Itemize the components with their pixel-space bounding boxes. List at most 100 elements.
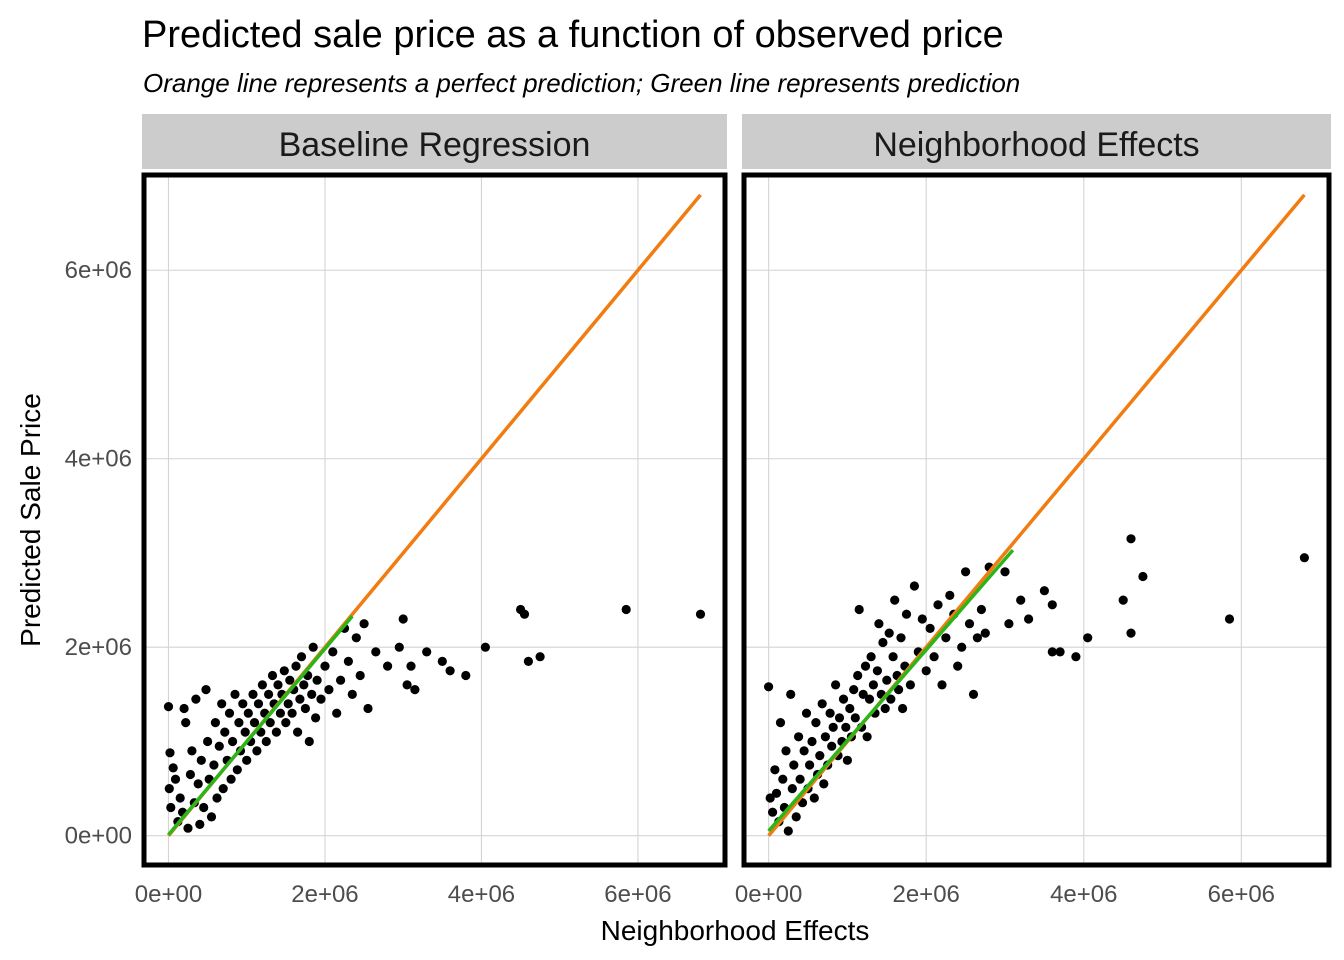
data-point <box>882 675 892 685</box>
data-point <box>874 619 884 629</box>
data-point <box>359 619 369 629</box>
data-point <box>336 675 346 685</box>
data-point <box>175 793 185 803</box>
data-point <box>862 732 872 742</box>
data-point <box>820 732 831 742</box>
data-point <box>858 689 868 700</box>
data-point <box>972 633 983 643</box>
data-point <box>203 736 213 747</box>
data-point <box>347 689 357 700</box>
data-point <box>786 689 796 700</box>
data-point <box>271 727 281 737</box>
data-point <box>937 680 947 690</box>
data-point <box>695 609 706 619</box>
data-point <box>212 793 222 803</box>
data-point <box>291 661 301 671</box>
data-point <box>768 807 778 817</box>
data-point <box>828 722 838 732</box>
y-tick-label: 4e+06 <box>65 446 132 473</box>
data-point <box>864 694 875 704</box>
facet-panel: Neighborhood Effects 0e+00 2e+06 4e+06 6e+06 <box>735 114 1332 908</box>
data-point <box>787 784 797 794</box>
data-point <box>901 609 912 619</box>
data-point <box>163 702 174 712</box>
data-point <box>252 746 262 756</box>
data-point <box>238 699 248 709</box>
data-point <box>249 718 260 728</box>
x-axis-label: Neighborhood Effects <box>601 915 870 946</box>
data-point <box>771 788 782 798</box>
data-point <box>279 666 289 676</box>
data-point <box>933 600 943 610</box>
data-point <box>1047 647 1057 657</box>
data-point <box>1004 619 1014 629</box>
data-point <box>765 793 775 803</box>
data-point <box>815 751 825 761</box>
data-point <box>402 680 412 690</box>
data-point <box>316 694 326 704</box>
data-point <box>299 680 309 690</box>
data-point <box>332 708 342 718</box>
data-point <box>964 619 975 629</box>
data-point <box>230 689 240 700</box>
data-point <box>1055 647 1065 657</box>
data-point <box>941 633 951 643</box>
data-point <box>872 666 883 676</box>
data-point <box>807 736 817 747</box>
data-point <box>621 604 631 615</box>
data-point <box>1083 633 1093 643</box>
data-point <box>445 666 455 676</box>
data-point <box>781 746 791 756</box>
data-point <box>961 567 971 577</box>
data-point <box>1126 628 1136 638</box>
data-point <box>312 675 322 685</box>
data-point <box>355 670 365 681</box>
data-point <box>166 802 176 813</box>
data-point <box>218 784 228 794</box>
x-tick-label: 6e+06 <box>1208 881 1275 908</box>
data-point <box>896 633 906 643</box>
data-point <box>831 680 841 690</box>
data-point <box>866 652 876 662</box>
data-point <box>267 670 278 681</box>
data-point <box>273 680 283 690</box>
y-tick-label: 0e+00 <box>65 823 132 850</box>
data-point <box>307 689 317 700</box>
data-point <box>849 685 859 695</box>
data-point <box>886 694 896 704</box>
facet-strip <box>142 114 727 169</box>
data-point <box>929 652 939 662</box>
data-point <box>300 703 310 714</box>
x-tick-label: 2e+06 <box>892 881 959 908</box>
data-point <box>791 812 801 822</box>
facet-strip-label: Neighborhood Effects <box>873 126 1199 164</box>
data-point <box>1000 567 1010 577</box>
data-point <box>324 685 334 695</box>
data-point <box>437 656 447 667</box>
data-point <box>957 642 967 652</box>
data-point <box>799 746 809 756</box>
data-point <box>187 746 197 756</box>
data-point <box>842 755 853 765</box>
facet-strip <box>742 114 1331 169</box>
x-tick-label: 0e+00 <box>735 881 802 908</box>
x-tick-label: 4e+06 <box>1050 881 1117 908</box>
data-point <box>296 652 307 662</box>
data-point <box>888 652 898 662</box>
data-point <box>461 670 471 681</box>
data-point <box>825 708 835 718</box>
facet-strip-label: Baseline Regression <box>279 126 591 164</box>
data-point <box>1126 534 1136 544</box>
data-point <box>398 614 408 624</box>
data-point <box>817 699 827 709</box>
data-point <box>214 741 224 751</box>
data-point <box>243 708 253 718</box>
data-point <box>1071 652 1081 662</box>
data-point <box>890 595 900 605</box>
data-point <box>1224 614 1235 624</box>
data-point <box>854 604 864 615</box>
data-point <box>921 666 931 676</box>
data-point <box>1299 553 1309 563</box>
data-point <box>165 748 175 758</box>
